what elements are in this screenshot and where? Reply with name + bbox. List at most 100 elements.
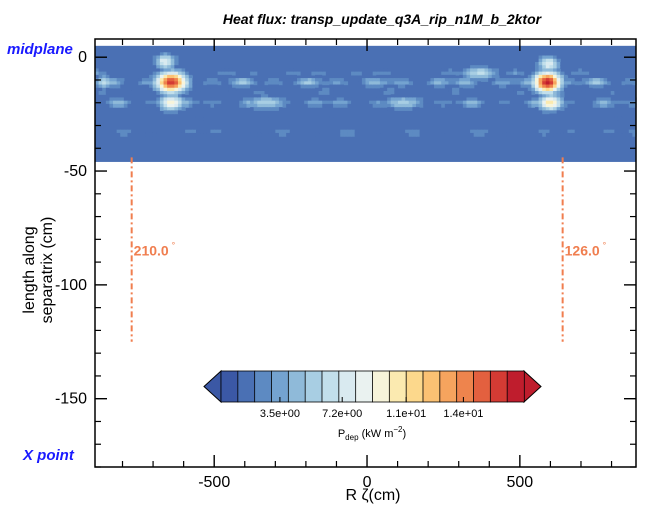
heatmap-cell [452, 100, 457, 105]
heatmap-cell [152, 103, 157, 108]
heatmap-cell [286, 129, 291, 134]
heatmap-cell [506, 78, 511, 82]
heatmap-cell [383, 84, 388, 89]
heatmap-cell [415, 107, 421, 111]
heatmap-cell [167, 78, 172, 82]
colorbar-title-sup: −2 [393, 425, 403, 434]
heatmap-cell [318, 78, 323, 82]
heatmap-cell [192, 78, 197, 82]
heatmap-cell [556, 84, 561, 89]
heatmap-cell [181, 87, 186, 92]
colorbar-swatch [422, 370, 441, 403]
heatmap-cell [322, 90, 327, 95]
heatmap-cell [405, 107, 410, 111]
heatmap-cell [387, 81, 392, 86]
heatmap-cell [495, 74, 500, 79]
heatmap-cell [545, 78, 551, 82]
heatmap-cell [275, 78, 280, 82]
heatmap-cell [535, 61, 540, 66]
heatmap-cell [113, 78, 118, 82]
heatmap-cell [138, 100, 143, 105]
heatmap-cell [524, 78, 529, 82]
heatmap-cell [545, 129, 551, 134]
heatmap-cell [599, 78, 605, 82]
heatmap-cell [358, 71, 363, 76]
heatmap-cell [405, 100, 410, 105]
heatmap-cell [102, 71, 107, 76]
heatmap-cell [455, 71, 460, 76]
heatmap-cell [455, 103, 460, 108]
heatmap-cell [585, 74, 590, 79]
heatmap-cell [120, 100, 125, 105]
heatmap-cell [405, 129, 410, 134]
heatmap-cell [553, 94, 558, 99]
heatmap-cell [188, 84, 193, 89]
heatmap-cell [556, 107, 561, 111]
heatmap-cell [109, 78, 114, 82]
heatmap-cell [632, 81, 637, 86]
heatmap-cell [372, 78, 377, 82]
heatmap-cell [560, 84, 565, 89]
heatmap-cell [621, 103, 626, 108]
heatmap-cell [95, 74, 100, 79]
heatmap-cell [232, 90, 237, 95]
heatmap-cell [221, 100, 226, 105]
heatmap-cell [488, 129, 493, 134]
heatmap-cell [282, 81, 287, 86]
heatmap-cell [430, 81, 435, 86]
heatmap-cell [589, 84, 594, 89]
heatmap-cell [268, 129, 273, 134]
heatmap-cell [185, 84, 190, 89]
heatmap-cell [545, 107, 551, 111]
heatmap-cell [553, 116, 558, 121]
colorbar-swatch [372, 370, 391, 403]
heatmap-cell [188, 71, 193, 76]
heatmap-cell [603, 81, 608, 86]
heatmap-cell [625, 97, 630, 102]
heatmap-cell [170, 103, 175, 108]
heatmap-cell [556, 94, 561, 99]
plot-frame [94, 38, 637, 468]
heatmap-cell [376, 103, 381, 108]
heatmap-cell [221, 129, 226, 134]
heatmap-cell [434, 100, 439, 105]
heatmap-cell [105, 103, 111, 108]
heatmap-cell [192, 103, 197, 108]
heatmap-cell [185, 129, 190, 134]
heatmap-cell [210, 100, 215, 105]
heatmap-cell [170, 71, 175, 76]
heatmap-cell [127, 90, 132, 95]
heatmap-cell [170, 58, 175, 63]
heatmap-cell [156, 74, 161, 79]
heatmap-cell [513, 81, 518, 86]
heatmap-cell [383, 97, 388, 102]
heatmap-cell [329, 78, 334, 82]
y-tick-label: -50 [64, 163, 87, 180]
heatmap-cell [553, 61, 558, 66]
heatmap-cell [535, 132, 540, 137]
heatmap-cell [513, 68, 518, 73]
heatmap-cell [387, 107, 392, 111]
heatmap-cell [545, 58, 551, 63]
heatmap-cell [167, 58, 172, 63]
heatmap-cell [246, 103, 251, 108]
heatmap-cell [170, 81, 175, 86]
heatmap-cell [444, 81, 450, 86]
heatmap-cell [412, 132, 417, 137]
heatmap-cell [542, 65, 547, 70]
heatmap-cell [607, 90, 612, 95]
heatmap-cell [506, 74, 511, 79]
heatmap-cell [455, 78, 460, 82]
heatmap-cell [553, 74, 558, 79]
heatmap-cell [484, 129, 489, 134]
heatmap-cell [296, 81, 302, 86]
heatmap-cell [340, 103, 345, 108]
heatmap-cell [286, 100, 291, 105]
angle-marker-degree: ° [172, 241, 176, 251]
heatmap-cell [329, 103, 334, 108]
heatmap-cell [253, 81, 258, 86]
angle-markers: 210.0 ° 126.0 ° [130, 157, 607, 342]
heatmap-cell [549, 87, 554, 92]
heatmap-cell [152, 87, 157, 92]
heatmap-cell [419, 103, 424, 108]
